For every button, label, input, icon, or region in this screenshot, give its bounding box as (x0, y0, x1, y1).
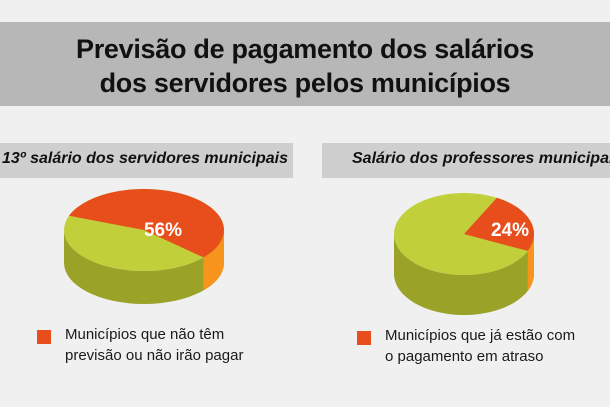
left-legend-swatch (37, 330, 51, 344)
right-legend-line-1: Municípios que já estão com (385, 327, 576, 344)
left-chart-title-band (0, 143, 293, 178)
right-chart-title-band (322, 143, 610, 178)
left-pie-highlight-side (203, 230, 224, 291)
right-pie-highlight-side (527, 234, 534, 291)
left-legend-line-1: Municípios que não têm (65, 326, 225, 343)
right-chart-title: Salário dos professores municipais (352, 150, 610, 167)
left-chart-title: 13º salário dos servidores municipais (2, 150, 288, 167)
left-pie-base-side (64, 230, 224, 304)
page-title-line-1: Previsão de pagamento dos salários (76, 34, 534, 64)
right-legend-line-2: o pagamento em atraso (385, 348, 544, 365)
right-legend-swatch (357, 331, 371, 345)
left-pie-data-label: 56% (144, 220, 182, 241)
left-pie-highlight-slice (69, 188, 225, 258)
right-pie-highlight-slice (464, 197, 535, 251)
title-band (0, 22, 610, 106)
right-pie-data-label: 24% (491, 220, 529, 241)
page-title-line-2: dos servidores pelos municípios (99, 68, 511, 98)
right-pie-base-side (394, 234, 534, 315)
left-legend-line-2: previsão ou não irão pagar (65, 347, 244, 364)
